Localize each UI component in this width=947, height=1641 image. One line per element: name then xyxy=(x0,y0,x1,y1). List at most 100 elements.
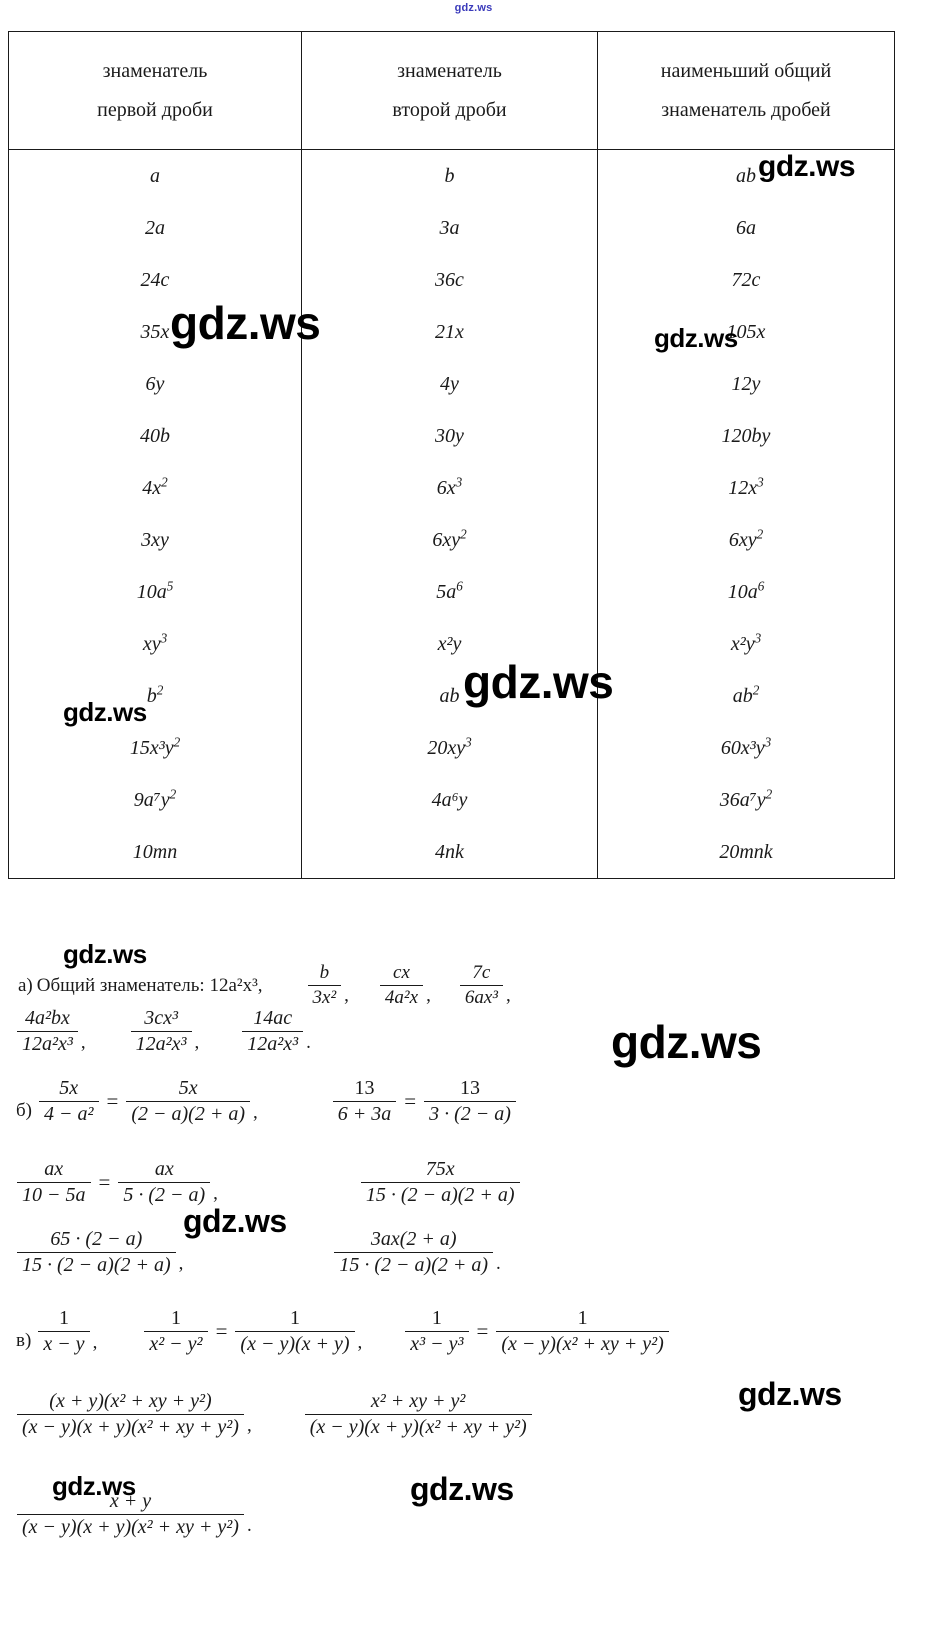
numerator: 5x xyxy=(59,1077,79,1099)
column-header-first-denominator: знаменатель первой дроби xyxy=(8,31,302,150)
fraction-b3-lhs: ax 10 − 5a xyxy=(17,1158,91,1207)
cell-lcd: 120by xyxy=(597,410,895,462)
part-a-line-1: а) Общий знаменатель: 12a²x³, b 3x² , cx… xyxy=(18,962,511,1009)
watermark-9: gdz.ws xyxy=(738,1376,842,1412)
denominator: 12a²x³ xyxy=(17,1031,78,1056)
cell-second-denominator: 4a⁶y xyxy=(301,774,598,826)
denominator: (2 − a)(2 + a) xyxy=(126,1101,250,1126)
watermark-11: gdz.ws xyxy=(410,1471,514,1507)
fraction-a4-tail: , xyxy=(80,1032,86,1053)
header-line-2: второй дроби xyxy=(392,98,507,121)
fraction-v2-rhs: 1 (x − y)(x + y) xyxy=(235,1307,355,1356)
cell-second-denominator: 36c xyxy=(301,254,598,306)
numerator: 1 xyxy=(431,1307,442,1329)
part-b-line-3: 65 · (2 − a) 15 · (2 − a)(2 + a) , 3ax(2… xyxy=(14,1228,501,1277)
equals-sign: = xyxy=(404,1089,417,1113)
denominator: 15 · (2 − a)(2 + a) xyxy=(334,1252,494,1277)
cell-first-denominator: 10mn xyxy=(8,826,302,879)
equals-sign: = xyxy=(106,1089,119,1113)
fraction-b1-rhs: 5x (2 − a)(2 + a) xyxy=(126,1077,250,1126)
fraction-b1-lhs: 5x 4 − a² xyxy=(39,1077,99,1126)
fraction-a5-tail: , xyxy=(194,1032,200,1053)
numerator: 65 · (2 − a) xyxy=(50,1228,143,1250)
watermark-10: gdz.ws xyxy=(52,1471,136,1501)
cell-first-denominator: 35x xyxy=(8,306,302,358)
denominator: (x − y)(x + y) xyxy=(235,1331,355,1356)
cell-lcd: 105x xyxy=(597,306,895,358)
cell-lcd: ab xyxy=(597,149,895,202)
fraction-b2-rhs: 13 3 · (2 − a) xyxy=(424,1077,516,1126)
numerator: cx xyxy=(393,962,410,983)
cell-first-denominator: 15x³y2 xyxy=(8,722,302,774)
table-row: 6y 4y 12y xyxy=(8,358,895,410)
denominator: (x − y)(x² + xy + y²) xyxy=(496,1331,669,1356)
fraction-b5-tail: , xyxy=(178,1253,184,1274)
column-header-lcd: наименьший общий знаменатель дробей xyxy=(597,31,895,150)
table-row: 2a 3a 6a xyxy=(8,202,895,254)
fraction-v1: 1 x − y xyxy=(38,1307,90,1356)
denominator: (x − y)(x + y)(x² + xy + y²) xyxy=(17,1414,244,1439)
fraction-b2-lhs: 13 6 + 3a xyxy=(332,1077,397,1126)
part-a-line-2: 4a²bx 12a²x³ , 3cx³ 12a²x³ , 14ac 12a²x³… xyxy=(14,1007,311,1056)
cell-first-denominator: b2 xyxy=(8,670,302,722)
cell-lcd: 10a6 xyxy=(597,566,895,618)
numerator: 3cx³ xyxy=(144,1007,178,1029)
watermark-7: gdz.ws xyxy=(611,1016,762,1068)
denominators-table: знаменатель первой дроби знаменатель вто… xyxy=(8,31,895,879)
fraction-v4: (x + y)(x² + xy + y²) (x − y)(x + y)(x² … xyxy=(17,1390,244,1439)
cell-second-denominator: 30y xyxy=(301,410,598,462)
cell-second-denominator: 5a6 xyxy=(301,566,598,618)
header-line-2: первой дроби xyxy=(97,98,213,121)
cell-second-denominator: 6xy2 xyxy=(301,514,598,566)
cell-lcd: 20mnk xyxy=(597,826,895,879)
cell-first-denominator: 9a⁷y2 xyxy=(8,774,302,826)
table-row: xy3 x²y x²y3 xyxy=(8,618,895,670)
denominator: 12a²x³ xyxy=(130,1031,192,1056)
cell-second-denominator: 20xy3 xyxy=(301,722,598,774)
fraction-v3-rhs: 1 (x − y)(x² + xy + y²) xyxy=(496,1307,669,1356)
fraction-b5: 65 · (2 − a) 15 · (2 − a)(2 + a) xyxy=(17,1228,176,1277)
denominator: 15 · (2 − a)(2 + a) xyxy=(17,1252,176,1277)
denominator: 12a²x³ xyxy=(242,1031,304,1056)
table-header-row: знаменатель первой дроби знаменатель вто… xyxy=(8,31,895,150)
cell-first-denominator: 3xy xyxy=(8,514,302,566)
numerator: b xyxy=(319,962,330,983)
cell-first-denominator: xy3 xyxy=(8,618,302,670)
cell-second-denominator: b xyxy=(301,149,598,202)
numerator: ax xyxy=(44,1158,64,1180)
table-body: a b ab 2a 3a 6a 24c 36c 72c 35x 21x 105x 6y 4y 12y 40b 3… xyxy=(8,149,895,879)
column-header-second-denominator: знаменатель второй дроби xyxy=(301,31,598,150)
denominator: x³ − y³ xyxy=(405,1331,469,1356)
fraction-a2-tail: , xyxy=(426,985,431,1006)
table-row: b2 ab ab2 xyxy=(8,670,895,722)
fraction-v6-tail: . xyxy=(246,1515,252,1536)
fraction-v1-tail: , xyxy=(92,1332,98,1353)
denominator: 3x² xyxy=(307,985,342,1009)
cell-lcd: x²y3 xyxy=(597,618,895,670)
table-row: 40b 30y 120by xyxy=(8,410,895,462)
fraction-v2-lhs: 1 x² − y² xyxy=(144,1307,208,1356)
equals-sign: = xyxy=(98,1170,111,1194)
table-row: a b ab xyxy=(8,149,895,202)
numerator: 75x xyxy=(425,1158,455,1180)
numerator: x + y xyxy=(109,1490,152,1512)
cell-second-denominator: 21x xyxy=(301,306,598,358)
denominator: (x − y)(x + y)(x² + xy + y²) xyxy=(17,1514,244,1539)
fraction-v5: x² + xy + y² (x − y)(x + y)(x² + xy + y²… xyxy=(304,1390,532,1439)
denominator: x² − y² xyxy=(144,1331,208,1356)
fraction-a6-tail: . xyxy=(306,1032,311,1053)
fraction-a3-tail: , xyxy=(505,985,511,1006)
numerator: x² + xy + y² xyxy=(370,1390,466,1412)
header-line-1: знаменатель xyxy=(102,59,208,82)
numerator: 3ax(2 + a) xyxy=(370,1228,457,1250)
cell-lcd: 6xy2 xyxy=(597,514,895,566)
watermark-4: gdz.ws xyxy=(463,656,614,708)
numerator: 1 xyxy=(577,1307,588,1329)
fraction-b4: 75x 15 · (2 − a)(2 + a) xyxy=(360,1158,520,1207)
fraction-b6: 3ax(2 + a) 15 · (2 − a)(2 + a) xyxy=(334,1228,494,1277)
denominator: 6ax³ xyxy=(459,985,503,1009)
numerator: 14ac xyxy=(253,1007,293,1029)
cell-first-denominator: 4x2 xyxy=(8,462,302,514)
fraction-b3-tail: , xyxy=(213,1183,218,1204)
cell-lcd: 72c xyxy=(597,254,895,306)
